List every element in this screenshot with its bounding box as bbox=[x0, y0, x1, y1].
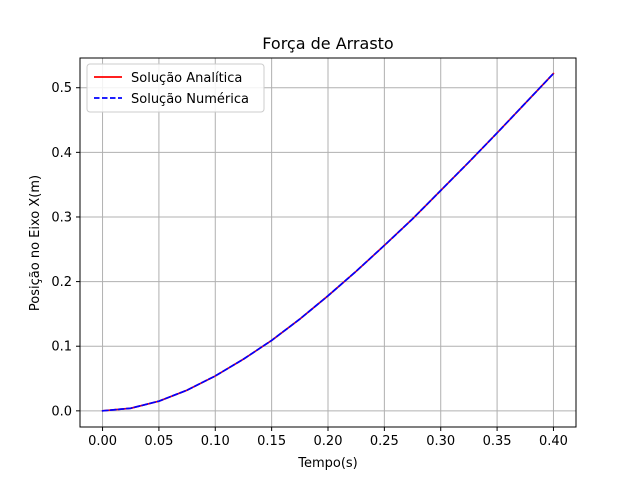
legend-label-analitica: Solução Analítica bbox=[131, 71, 242, 86]
y-tick-label: 0.4 bbox=[51, 146, 72, 161]
grid bbox=[80, 58, 576, 427]
y-tick-label: 0.1 bbox=[51, 340, 72, 355]
y-tick-label: 0.2 bbox=[51, 275, 72, 290]
x-tick-label: 0.30 bbox=[426, 434, 455, 449]
y-tick-label: 0.0 bbox=[51, 404, 72, 419]
x-tick-label: 0.35 bbox=[483, 434, 512, 449]
x-tick-label: 0.25 bbox=[370, 434, 399, 449]
x-tick-label: 0.05 bbox=[144, 434, 173, 449]
x-tick-label: 0.20 bbox=[314, 434, 343, 449]
legend-box bbox=[86, 63, 265, 113]
x-tick-label: 0.10 bbox=[201, 434, 230, 449]
y-axis-label: Posição no Eixo X(m) bbox=[28, 175, 43, 311]
axis-ticks: 0.00 0.05 0.10 0.15 0.20 0.25 0.30 0.35 0.40 0.0 0… bbox=[51, 81, 568, 449]
y-tick-label: 0.5 bbox=[51, 81, 72, 96]
legend: Solução Analítica Solução Numérica bbox=[86, 63, 265, 113]
x-tick-label: 0.00 bbox=[88, 434, 117, 449]
x-axis-label: Tempo(s) bbox=[297, 456, 358, 471]
series-line-numerica bbox=[101, 72, 555, 412]
legend-label-numerica: Solução Numérica bbox=[131, 92, 249, 107]
chart-title: Força de Arrasto bbox=[262, 34, 393, 53]
x-tick-label: 0.15 bbox=[257, 434, 286, 449]
x-tick-label: 0.40 bbox=[539, 434, 568, 449]
series-lines bbox=[101, 72, 555, 412]
y-tick-label: 0.3 bbox=[51, 210, 72, 225]
